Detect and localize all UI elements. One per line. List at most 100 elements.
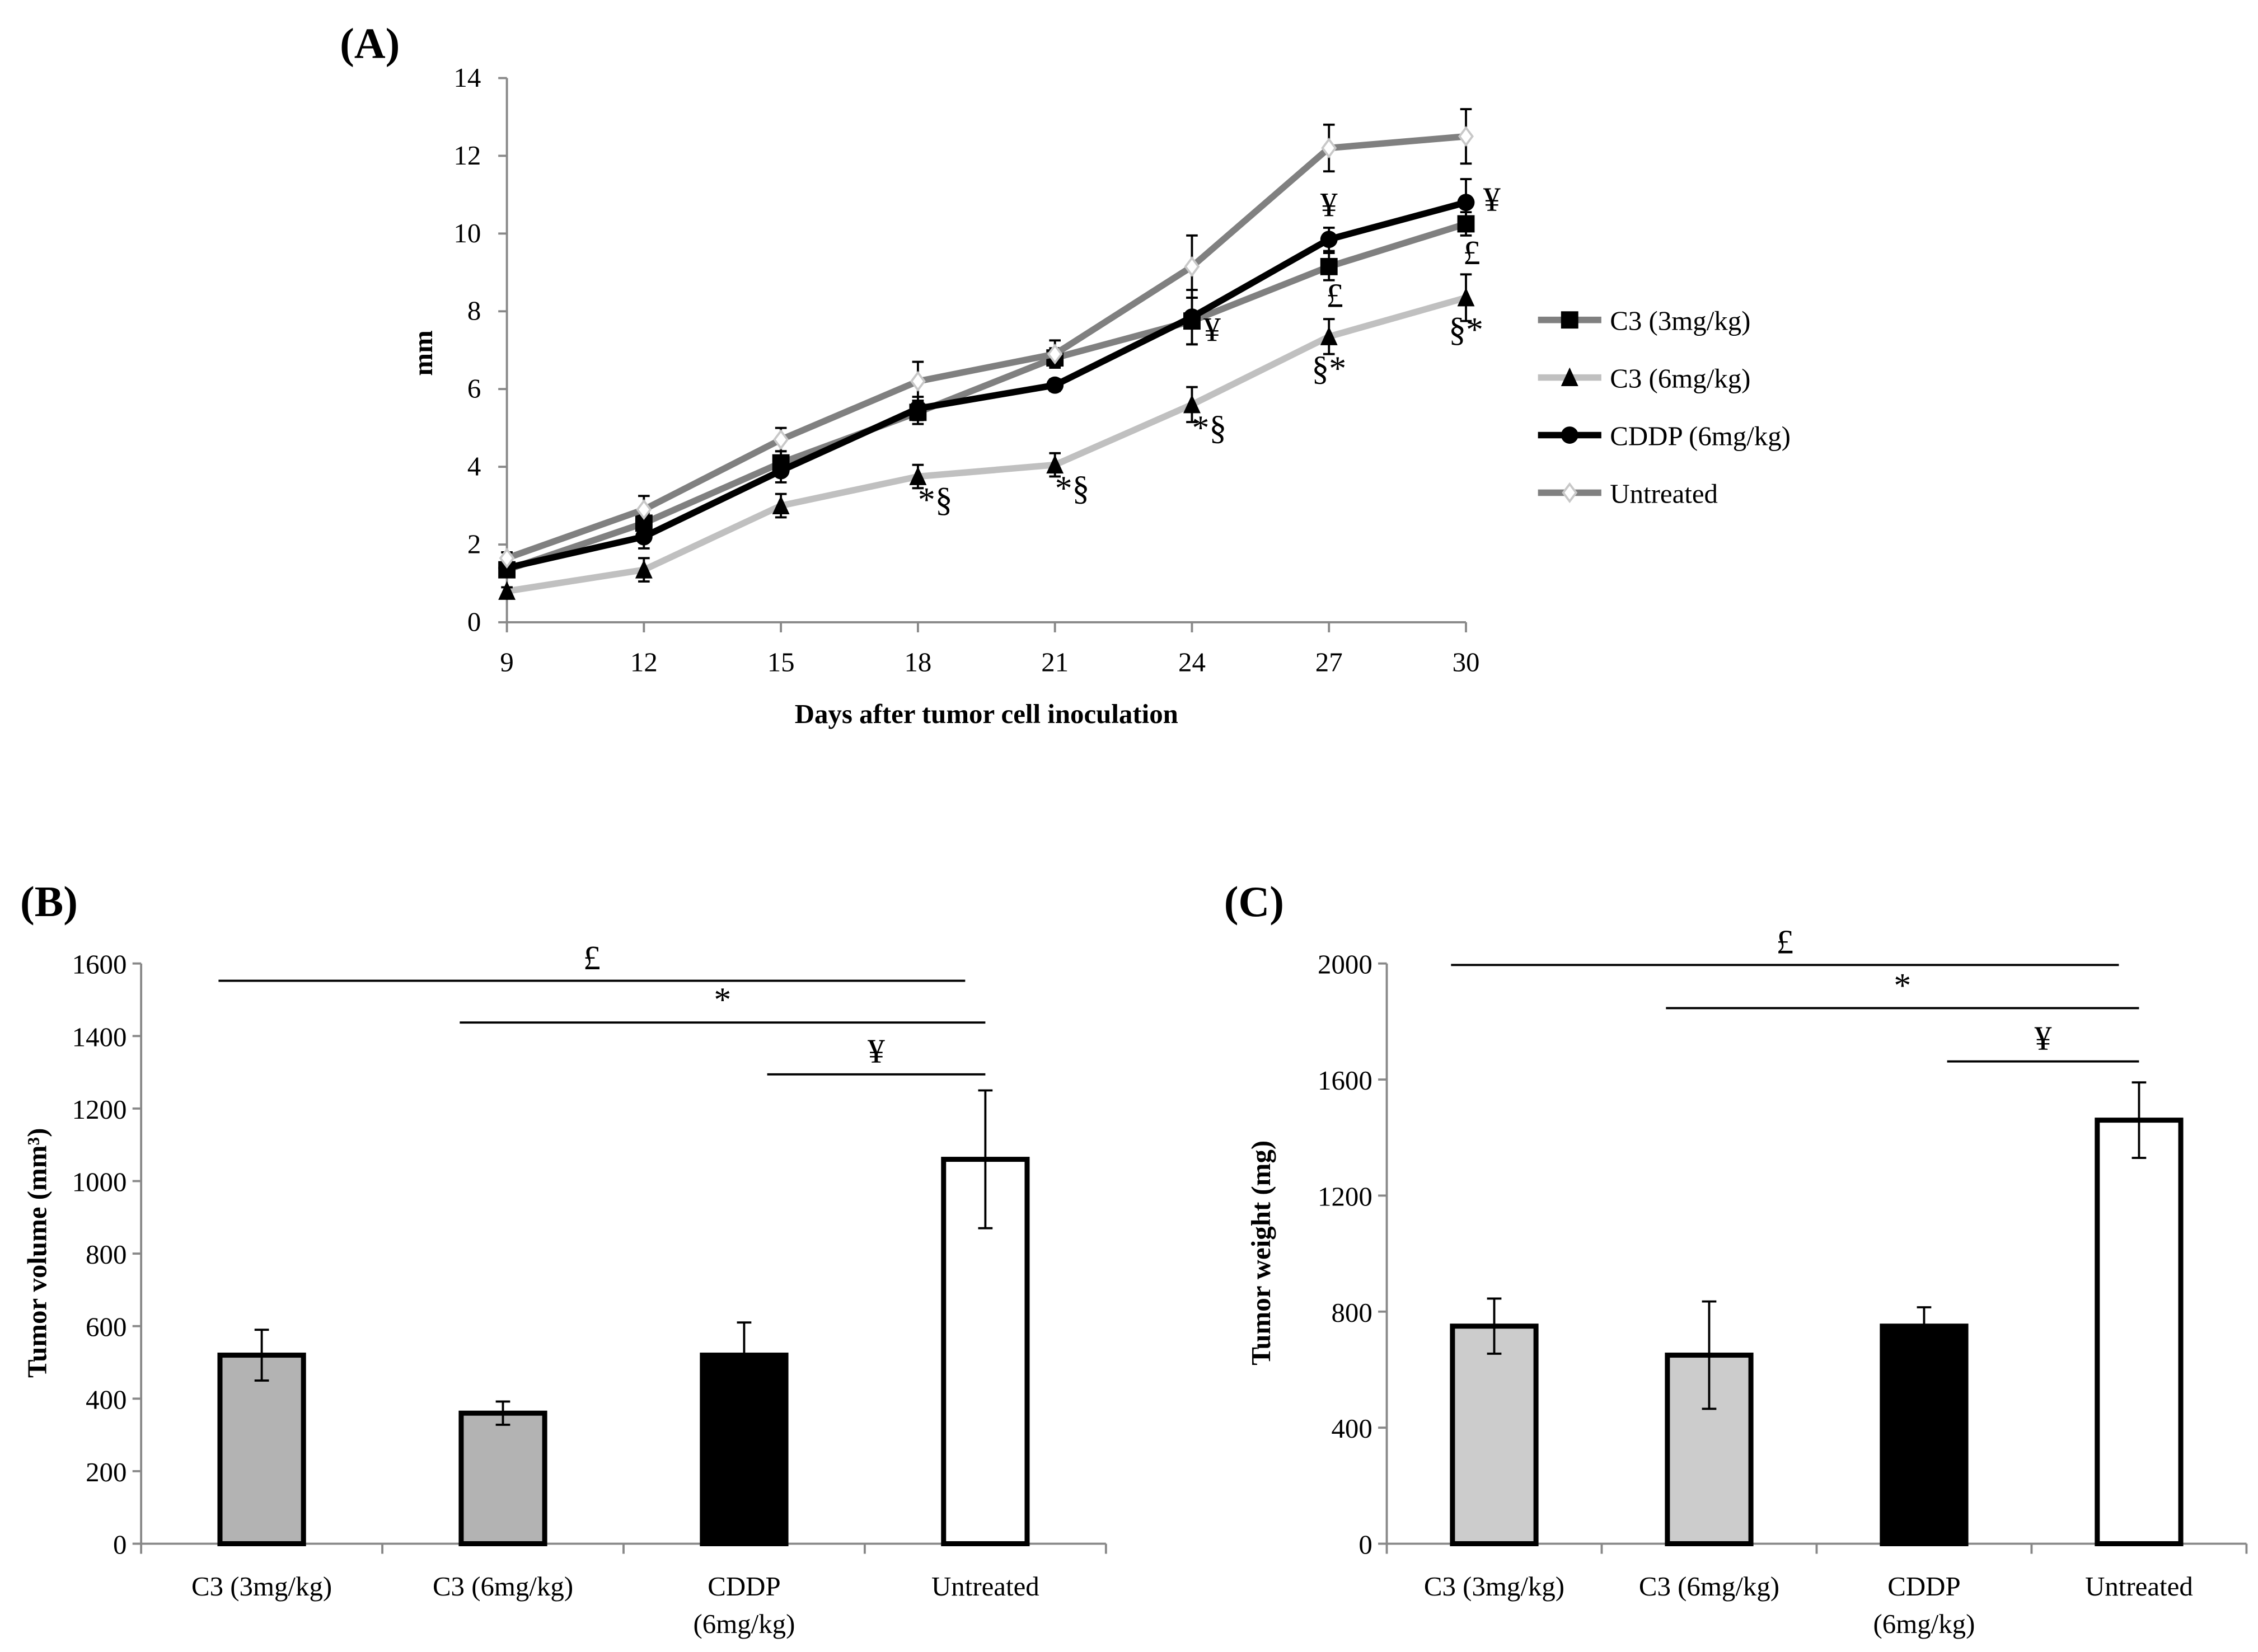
x-tick-label: 15 [767, 646, 795, 677]
triangle-marker [1183, 394, 1201, 414]
error-bar [1917, 1306, 1932, 1346]
y-tick-label: 400 [86, 1384, 127, 1415]
y-tick-label: 1000 [72, 1167, 127, 1198]
series-line [506, 199, 1467, 571]
x-category-label: CDDP [1887, 1571, 1960, 1602]
diamond-marker [1458, 126, 1474, 147]
diamond-marker [499, 547, 515, 569]
significance-symbol: £ [583, 939, 601, 977]
y-tick-label: 2 [467, 528, 481, 559]
diamond-marker [636, 499, 652, 520]
y-tick-label: 8 [467, 295, 481, 326]
error-bar [737, 1321, 752, 1389]
circle-marker [909, 400, 927, 417]
circle-marker [1561, 426, 1578, 444]
square-marker [1561, 311, 1578, 329]
x-tick-label: 27 [1315, 646, 1343, 677]
bar-group [1450, 1297, 1539, 1546]
y-axis-title: Tumor weight (mg) [1245, 1141, 1276, 1365]
x-category-label: C3 (3mg/kg) [1424, 1571, 1564, 1602]
x-category-label: Untreated [2085, 1571, 2193, 1602]
error-bar [495, 1400, 510, 1426]
triangle-marker [1320, 326, 1338, 345]
significance-annotation: £ [1326, 276, 1343, 315]
significance-annotation: £ [1463, 234, 1481, 272]
bar [1880, 1324, 1969, 1546]
y-tick-label: 10 [453, 218, 481, 248]
error-bar [1487, 1297, 1502, 1355]
significance-symbol: ¥ [2035, 1020, 2052, 1058]
series-untreated [499, 108, 1474, 569]
error-bar [254, 1329, 269, 1382]
diamond-marker [910, 370, 926, 392]
x-tick-label: 21 [1041, 646, 1069, 677]
y-tick-label: 800 [1331, 1297, 1372, 1328]
series-line [506, 294, 1467, 595]
bar [217, 1353, 306, 1546]
significance-annotation: ¥ [1203, 311, 1221, 349]
y-tick-label: 1600 [72, 949, 127, 980]
y-tick-label: 800 [86, 1239, 127, 1270]
bar-group [941, 1089, 1030, 1546]
circle-marker [772, 462, 790, 480]
y-tick-label: 600 [86, 1312, 127, 1343]
y-tick-label: 1600 [1318, 1065, 1372, 1096]
diamond-marker [1321, 137, 1337, 159]
bar-group [1665, 1300, 1754, 1546]
y-tick-label: 400 [1331, 1413, 1372, 1444]
triangle-marker [772, 495, 790, 515]
panel-label: (A) [340, 19, 400, 67]
x-tick-label: 18 [904, 646, 931, 677]
legend-label: Untreated [1610, 478, 1718, 509]
panel-label: (C) [1224, 877, 1284, 926]
y-tick-label: 4 [467, 451, 481, 482]
circle-marker [1183, 308, 1201, 326]
significance-symbol: * [1894, 966, 1911, 1005]
diamond-marker [1562, 482, 1578, 504]
triangle-marker [1046, 454, 1064, 474]
error-bar [2131, 1081, 2147, 1159]
significance-annotation: §* [1449, 311, 1483, 349]
legend-item: Untreated [1538, 478, 1718, 509]
series-c3-6mg-kg- [498, 273, 1475, 600]
y-tick-label: 14 [453, 62, 481, 93]
bar [458, 1410, 547, 1546]
x-category-label: Untreated [931, 1571, 1039, 1602]
y-tick-label: 0 [467, 606, 481, 637]
diamond-marker [1047, 344, 1063, 365]
triangle-marker [909, 466, 927, 485]
x-tick-label: 9 [500, 646, 513, 677]
y-tick-label: 6 [467, 373, 481, 404]
error-bar [978, 1089, 993, 1229]
error-bar [1702, 1300, 1717, 1410]
significance-annotation: §* [1311, 350, 1346, 388]
legend-label: C3 (3mg/kg) [1610, 306, 1750, 336]
significance-annotation: ¥ [1320, 186, 1338, 224]
circle-marker [635, 528, 653, 546]
significance-annotation: *§ [1192, 409, 1226, 447]
series-line [505, 220, 1467, 573]
y-tick-label: 2000 [1318, 949, 1372, 980]
x-category-label: C3 (3mg/kg) [191, 1571, 332, 1602]
y-axis-title: Tumor volume (mm³) [21, 1128, 52, 1378]
x-category-label: C3 (6mg/kg) [433, 1571, 573, 1602]
x-axis-title: Days after tumor cell inoculation [795, 698, 1178, 729]
y-tick-label: 200 [86, 1457, 127, 1487]
panel-c-bar-chart: (C) 0 400 800 1200 1600 2000 Tumor weight (mg) C… [1224, 877, 2248, 1639]
square-marker [1320, 257, 1338, 275]
legend-label: CDDP (6mg/kg) [1610, 421, 1791, 452]
y-axis-title: mm [407, 330, 438, 376]
legend-label: C3 (6mg/kg) [1610, 363, 1750, 394]
y-tick-label: 1200 [72, 1094, 127, 1125]
x-tick-label: 30 [1453, 646, 1480, 677]
significance-annotation: ¥ [1483, 181, 1501, 219]
bar-group [700, 1321, 789, 1546]
x-tick-label: 24 [1178, 646, 1206, 677]
legend-item: CDDP (6mg/kg) [1538, 421, 1791, 452]
significance-symbol: * [714, 981, 731, 1019]
series-cddp-6mg-kg- [498, 178, 1475, 577]
circle-marker [1320, 231, 1338, 248]
diamond-marker [773, 429, 789, 450]
